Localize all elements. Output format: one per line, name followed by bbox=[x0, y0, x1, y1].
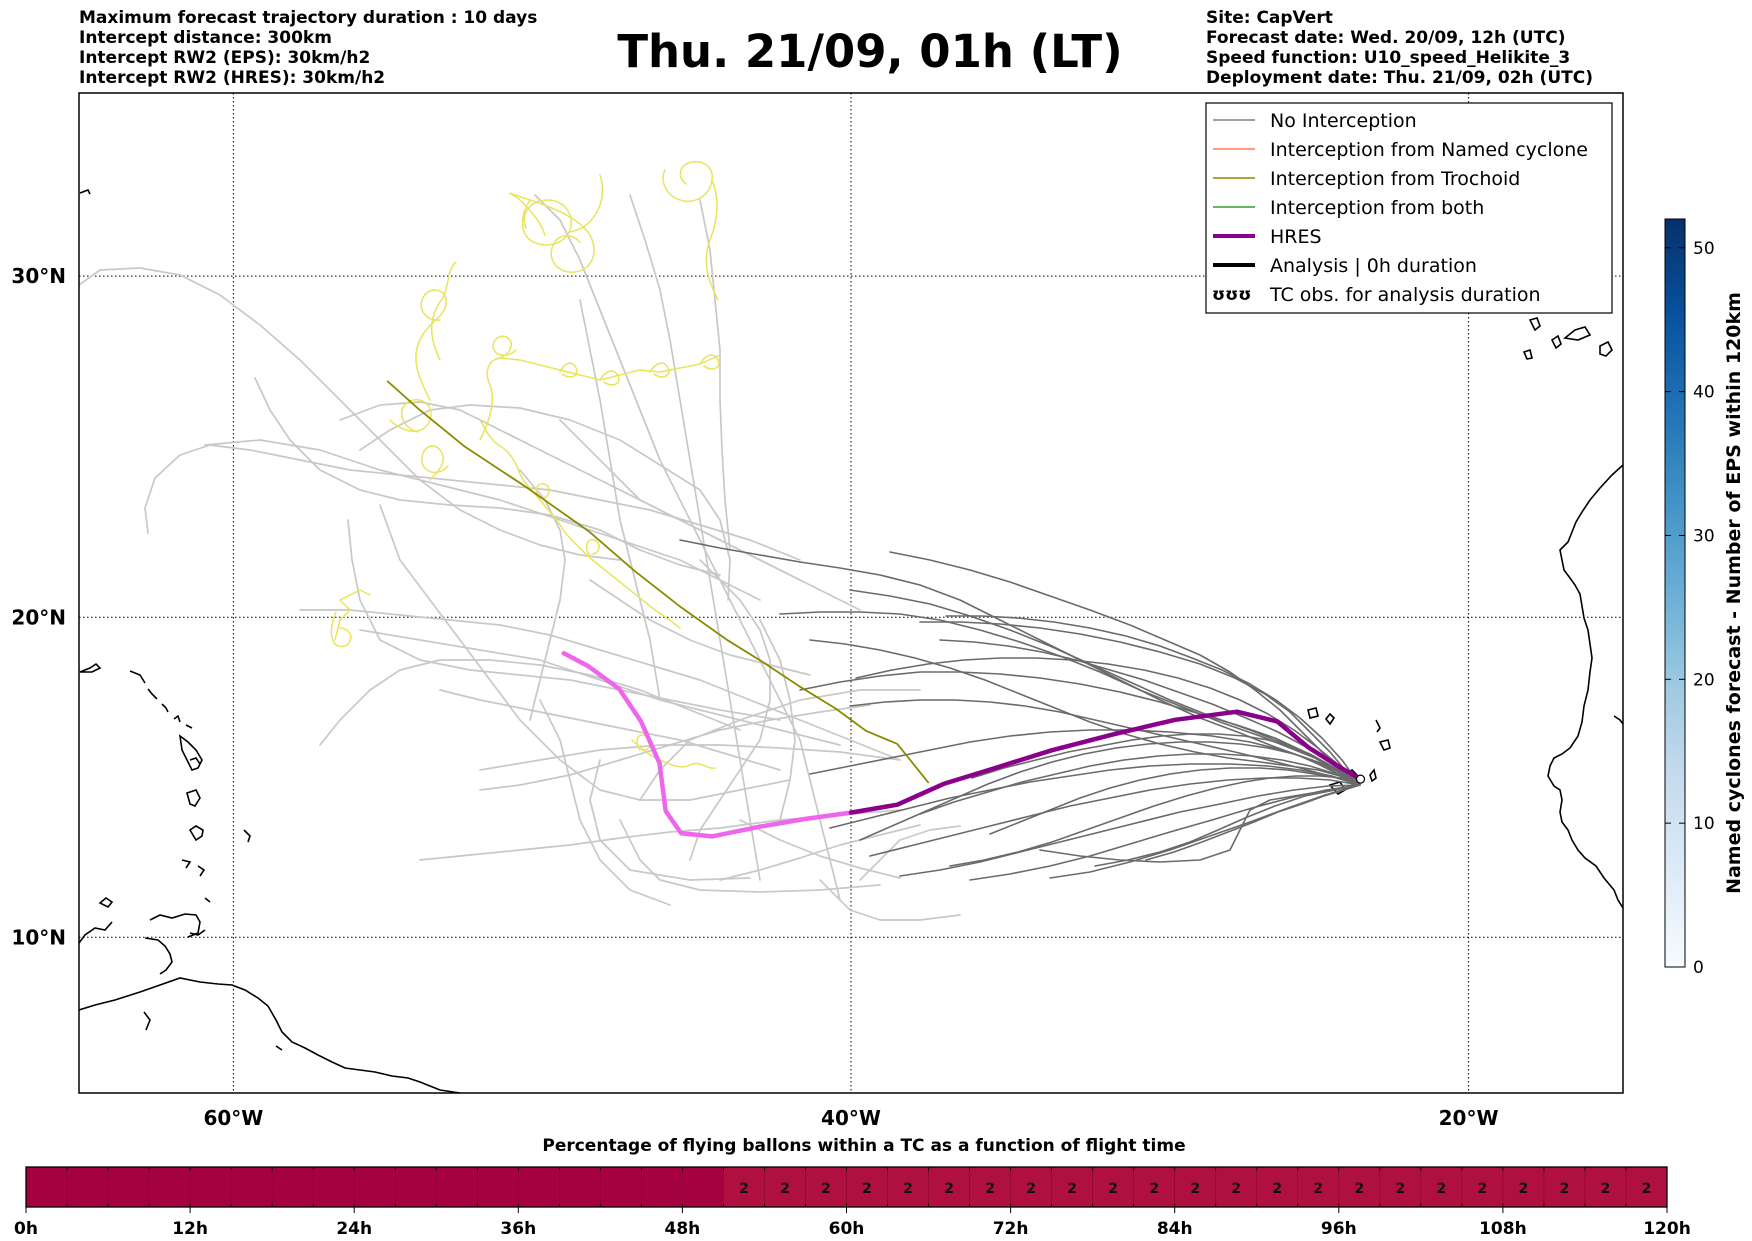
map-frame bbox=[78, 92, 1624, 1094]
lon-tick-label: 60°W bbox=[203, 1106, 263, 1130]
info-line: Intercept distance: 300km bbox=[79, 28, 332, 48]
info-line: Deployment date: Thu. 21/09, 02h (UTC) bbox=[1206, 68, 1593, 88]
legend-item: Interception from Named cyclone bbox=[1213, 139, 1588, 161]
launch-site-marker bbox=[1355, 774, 1366, 784]
info-line: Maximum forecast trajectory duration : 1… bbox=[79, 8, 538, 28]
info-line: Intercept RW2 (EPS): 30km/h2 bbox=[79, 48, 371, 68]
info-line: Forecast date: Wed. 20/09, 12h (UTC) bbox=[1206, 28, 1566, 48]
lat-tick-label: 10°N bbox=[11, 925, 66, 949]
hres-track bbox=[848, 709, 1363, 815]
colorbar: 0 10 20 30 40 50 Named cyclones forecast - Nu… bbox=[1664, 218, 1745, 978]
trajectory-tracks bbox=[79, 160, 1366, 921]
legend-label: TC obs. for analysis duration bbox=[1269, 284, 1541, 306]
legend-item: Interception from Trochoid bbox=[1213, 168, 1520, 190]
legend-item: No Interception bbox=[1213, 110, 1417, 132]
hres-track-late bbox=[561, 651, 854, 839]
coastline bbox=[79, 188, 1623, 1093]
legend-label: No Interception bbox=[1270, 110, 1417, 132]
colorbar-tick-label: 50 bbox=[1693, 239, 1715, 259]
colorbar-tick-label: 30 bbox=[1693, 526, 1715, 546]
lat-tick-label: 30°N bbox=[11, 264, 66, 288]
forecast-parameters: Maximum forecast trajectory duration : 1… bbox=[79, 8, 537, 88]
legend-item: Interception from both bbox=[1213, 197, 1484, 219]
colorbar-label: Named cyclones forecast - Number of EPS … bbox=[1723, 292, 1745, 894]
legend-label: Analysis | 0h duration bbox=[1270, 255, 1477, 277]
info-line: Site: CapVert bbox=[1206, 8, 1333, 28]
colorbar-tick-label: 20 bbox=[1693, 670, 1715, 690]
tc-obs-icon: ʊʊʊ bbox=[1212, 285, 1251, 305]
legend: No Interception Interception from Named c… bbox=[1205, 102, 1613, 314]
legend-item: ʊʊʊ TC obs. for analysis duration bbox=[1212, 284, 1541, 306]
legend-label: Interception from both bbox=[1270, 197, 1484, 219]
legend-item: Analysis | 0h duration bbox=[1213, 255, 1477, 277]
map-gridlines bbox=[79, 93, 1623, 1093]
info-line: Intercept RW2 (HRES): 30km/h2 bbox=[79, 68, 386, 88]
axis-tick-labels: 60°W 40°W 20°W 30°N 20°N 10°N bbox=[11, 264, 1498, 1130]
lon-tick-label: 20°W bbox=[1439, 1106, 1499, 1130]
lon-tick-label: 40°W bbox=[821, 1106, 881, 1130]
legend-label: Interception from Trochoid bbox=[1270, 168, 1520, 190]
page-title: Thu. 21/09, 01h (LT) bbox=[617, 25, 1123, 78]
colorbar-tick-label: 0 bbox=[1693, 958, 1704, 978]
colorbar-tick-label: 10 bbox=[1693, 814, 1715, 834]
trochoid-interception-track bbox=[386, 380, 930, 784]
legend-label: HRES bbox=[1270, 226, 1322, 248]
legend-item: HRES bbox=[1213, 226, 1322, 248]
info-line: Speed function: U10_speed_Helikite_3 bbox=[1206, 48, 1571, 68]
lat-tick-label: 20°N bbox=[11, 605, 66, 629]
site-parameters: Site: CapVert Forecast date: Wed. 20/09,… bbox=[1206, 8, 1593, 88]
legend-label: Interception from Named cyclone bbox=[1270, 139, 1588, 161]
colorbar-tick-label: 40 bbox=[1693, 383, 1715, 403]
